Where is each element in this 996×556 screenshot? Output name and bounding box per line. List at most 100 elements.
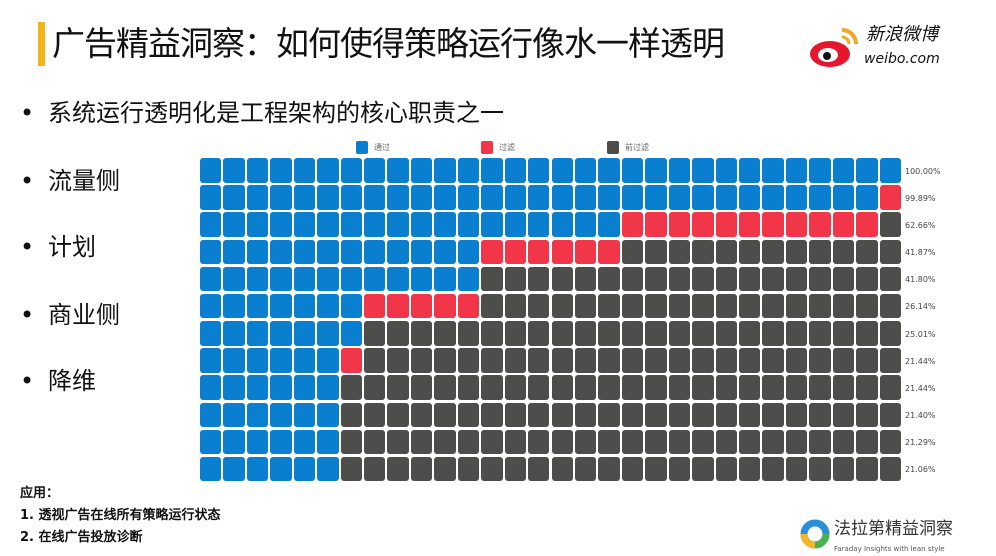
cell-prefiltered [457,321,480,346]
cell-prefiltered [645,402,667,428]
cell-prefiltered [832,348,855,373]
cell-prefiltered [481,402,503,428]
cell-prefiltered [598,429,620,455]
cell-pass [481,212,503,237]
cell-prefiltered [668,429,691,455]
cell-pass [200,266,222,292]
cell-pass [223,293,245,319]
cell-prefiltered [738,293,761,319]
cell-filtered [410,293,433,319]
cell-pass [832,185,855,210]
cell-prefiltered [762,456,784,482]
cell-pass [246,456,269,482]
cell-prefiltered [598,402,620,428]
cell-pass [457,239,480,265]
cell-pass [293,212,316,237]
cell-pass [223,321,245,346]
cell-prefiltered [785,348,808,373]
cell-prefiltered [621,375,644,400]
cell-prefiltered [621,429,644,455]
cell-prefiltered [668,293,691,319]
cell-prefiltered [574,266,597,292]
cell-pass [340,266,363,292]
cell-prefiltered [504,293,527,319]
cell-pass [270,456,292,482]
cell-pass [598,212,620,237]
cell-filtered [668,212,691,237]
cell-filtered [738,212,761,237]
cell-pass [223,212,245,237]
cell-prefiltered [856,402,878,428]
cell-prefiltered [809,402,831,428]
cell-pass [270,212,292,237]
cell-prefiltered [457,402,480,428]
row-percent-label: 21.06% [905,465,936,475]
cell-prefiltered [645,321,667,346]
cell-prefiltered [715,375,737,400]
cell-pass [223,402,245,428]
cell-prefiltered [809,239,831,265]
cell-prefiltered [645,375,667,400]
row-percent-label: 41.80% [905,275,936,285]
cell-prefiltered [832,429,855,455]
cell-prefiltered [387,321,409,346]
cell-pass [598,185,620,210]
cell-pass [692,185,714,210]
cell-pass [551,158,573,183]
cell-prefiltered [762,402,784,428]
cell-pass [317,348,339,373]
cell-prefiltered [457,348,480,373]
cell-prefiltered [738,429,761,455]
cell-pass [317,158,339,183]
cell-pass [528,158,550,183]
cell-prefiltered [715,239,737,265]
cell-pass [246,321,269,346]
cell-prefiltered [879,456,901,482]
cell-prefiltered [528,348,550,373]
cell-prefiltered [738,348,761,373]
cell-prefiltered [762,239,784,265]
cell-prefiltered [738,321,761,346]
cell-prefiltered [410,402,433,428]
bullet-traffic: 流量侧 [20,166,120,196]
cell-pass [270,348,292,373]
cell-prefiltered [879,212,901,237]
legend-label: 过滤 [499,143,515,152]
title-accent-bar [38,22,45,66]
cell-pass [762,158,784,183]
bullet-plan: 计划 [20,232,96,262]
cell-prefiltered [410,456,433,482]
cell-pass [715,185,737,210]
cell-pass [434,212,456,237]
cell-filtered [528,239,550,265]
application-item: 2. 在线广告投放诊断 [20,530,143,545]
cell-pass [645,158,667,183]
cell-pass [551,212,573,237]
cell-pass [528,212,550,237]
cell-pass [434,239,456,265]
cell-prefiltered [692,402,714,428]
cell-prefiltered [809,348,831,373]
row-percent-label: 99.89% [905,193,936,203]
legend-filtered: 过滤 [481,141,515,154]
cell-pass [223,185,245,210]
cell-prefiltered [528,402,550,428]
cell-pass [246,158,269,183]
cell-pass [270,266,292,292]
cell-pass [270,375,292,400]
bullet-dimension: 降维 [20,366,96,396]
cell-pass [364,266,386,292]
cell-pass [645,185,667,210]
cell-pass [340,212,363,237]
faraday-logo-slogan: Faraday Insights with lean style [834,545,945,553]
cell-pass [668,158,691,183]
cell-prefiltered [364,402,386,428]
cell-prefiltered [645,348,667,373]
cell-pass [317,375,339,400]
cell-pass [692,158,714,183]
cell-pass [246,266,269,292]
cell-prefiltered [434,321,456,346]
cell-prefiltered [645,266,667,292]
cell-prefiltered [598,266,620,292]
cell-pass [574,185,597,210]
